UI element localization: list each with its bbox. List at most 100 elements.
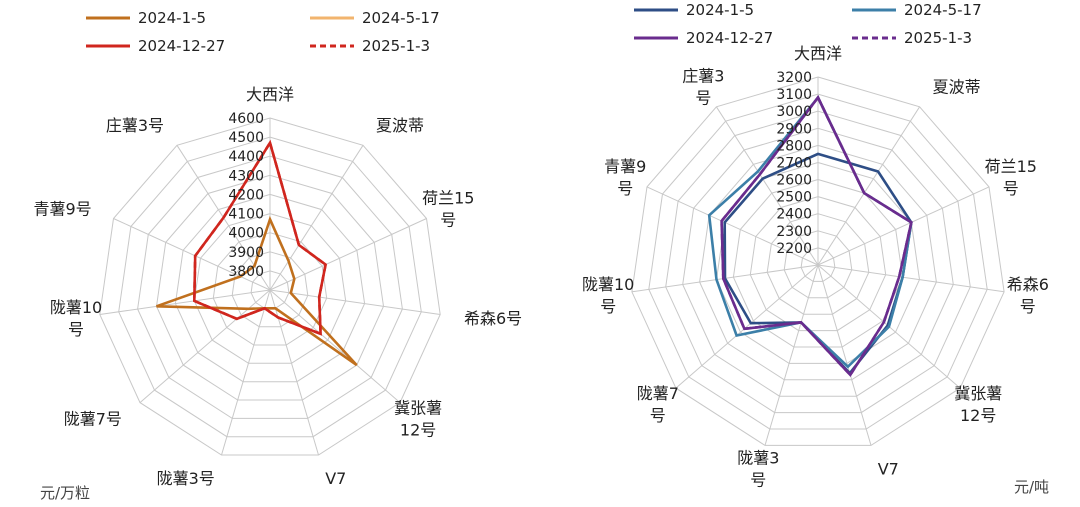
legend-label: 2024-5-17 [362, 9, 440, 27]
category-label: 荷兰15 [985, 157, 1037, 176]
category-label: 陇薯7号 [64, 409, 122, 428]
grid-ring [155, 174, 385, 401]
grid-ring [231, 251, 309, 328]
grid-ring [212, 232, 328, 346]
grid-spoke [646, 186, 819, 266]
category-label: 夏波蒂 [376, 116, 424, 135]
grid-ring [137, 155, 403, 419]
category-label: 夏波蒂 [933, 78, 981, 97]
legend-label: 2025-1-3 [362, 37, 430, 55]
category-label: 陇薯3号 [157, 469, 215, 488]
category-label: 希森6 [1007, 275, 1049, 294]
category-label: 庄薯3号 [106, 116, 164, 135]
tick-label: 4200 [228, 187, 264, 203]
tick-label: 3200 [776, 70, 812, 86]
series-line-2024-1-5 [156, 215, 358, 367]
tick-label: 4400 [228, 149, 264, 165]
series-line-2025-1-3 [720, 95, 913, 378]
category-label: 号 [695, 89, 711, 108]
category-label: 大西洋 [794, 44, 842, 63]
grid-ring [665, 110, 971, 414]
series-line-2025-1-3 [192, 139, 328, 336]
tick-label: 3000 [776, 104, 812, 120]
category-labels: 大西洋夏波蒂荷兰15号希森6号冀张薯12号V7陇薯3号陇薯7号陇薯10号青薯9号… [34, 85, 523, 488]
tick-label: 2300 [776, 224, 812, 240]
tick-label: 3800 [228, 264, 264, 280]
unit-label: 元/万粒 [40, 484, 90, 502]
category-label: 青薯9号 [34, 200, 92, 219]
category-label: 号 [1003, 179, 1019, 198]
grid-spoke [817, 186, 990, 266]
category-label: 号 [617, 179, 633, 198]
category-label: 陇薯10 [50, 298, 102, 317]
radar-chart-1: 3800 3900 4000 4100 4200 4300 4400 4500 4600 大西洋夏… [34, 9, 523, 502]
category-label: 荷兰15 [422, 189, 474, 208]
tick-label: 4000 [228, 226, 264, 242]
grid-spoke [113, 218, 271, 291]
tick-label: 3100 [776, 87, 812, 103]
category-label: 冀张薯 [954, 384, 1002, 403]
radar-grid [99, 117, 441, 456]
category-label: 大西洋 [246, 85, 294, 104]
legend-label: 2024-1-5 [686, 1, 754, 19]
category-label: 号 [68, 320, 84, 339]
unit-label: 元/吨 [1014, 478, 1049, 496]
category-label: 12号 [960, 406, 996, 425]
category-label: 陇薯7 [637, 384, 679, 403]
category-label: 冀张薯 [394, 398, 442, 417]
grid-ring [699, 144, 937, 381]
grid-ring [800, 247, 836, 282]
grid-spoke [764, 264, 819, 446]
radar-grid [631, 76, 1005, 446]
tick-label: 4500 [228, 130, 264, 146]
grid-ring [682, 127, 954, 397]
tick-label: 2500 [776, 190, 812, 206]
category-label: 号 [440, 211, 456, 230]
category-label: 号 [650, 406, 666, 425]
grid-spoke [221, 289, 271, 456]
legend-label: 2024-12-27 [686, 29, 773, 47]
grid-spoke [269, 145, 364, 291]
tick-label: 2800 [776, 138, 812, 154]
grid-ring [174, 193, 366, 383]
category-label: 陇薯10 [582, 275, 634, 294]
tick-label: 4300 [228, 168, 264, 184]
category-label: 号 [600, 297, 616, 316]
grid-ring [766, 213, 870, 315]
tick-label: 2700 [776, 156, 812, 172]
grid-ring [631, 76, 1005, 446]
grid-spoke [269, 289, 401, 403]
category-label: 陇薯3 [737, 448, 779, 467]
grid-spoke [269, 289, 441, 315]
category-label: 12号 [400, 420, 436, 439]
grid-spoke [269, 218, 427, 291]
grid-ring [749, 196, 887, 332]
grid-spoke [817, 264, 872, 446]
category-label: V7 [325, 469, 346, 488]
grid-ring [99, 117, 441, 456]
grid-ring [648, 93, 988, 430]
grid-ring [783, 230, 853, 299]
grid-spoke [99, 289, 271, 315]
legend-label: 2025-1-3 [904, 29, 972, 47]
category-label: 号 [1020, 297, 1036, 316]
grid-spoke [715, 106, 819, 266]
grid-ring [118, 136, 422, 438]
grid-spoke [817, 106, 921, 266]
grid-ring [732, 178, 904, 348]
legend-label: 2024-12-27 [138, 37, 225, 55]
grid-spoke [675, 264, 819, 389]
category-label: 希森6号 [464, 309, 522, 328]
tick-label: 4100 [228, 207, 264, 223]
tick-label: 4600 [228, 111, 264, 127]
tick-label: 2900 [776, 121, 812, 137]
legend: 2024-1-5 2024-5-17 2024-12-27 2025-1-3 [86, 9, 440, 55]
tick-label: 2200 [776, 241, 812, 257]
tick-label: 2400 [776, 207, 812, 223]
category-label: V7 [878, 459, 899, 478]
legend: 2024-1-5 2024-5-17 2024-12-27 2025-1-3 [634, 1, 982, 47]
category-labels: 大西洋夏波蒂荷兰15号希森6号冀张薯12号V7陇薯3号陇薯7号陇薯10号青薯9号… [582, 44, 1049, 489]
